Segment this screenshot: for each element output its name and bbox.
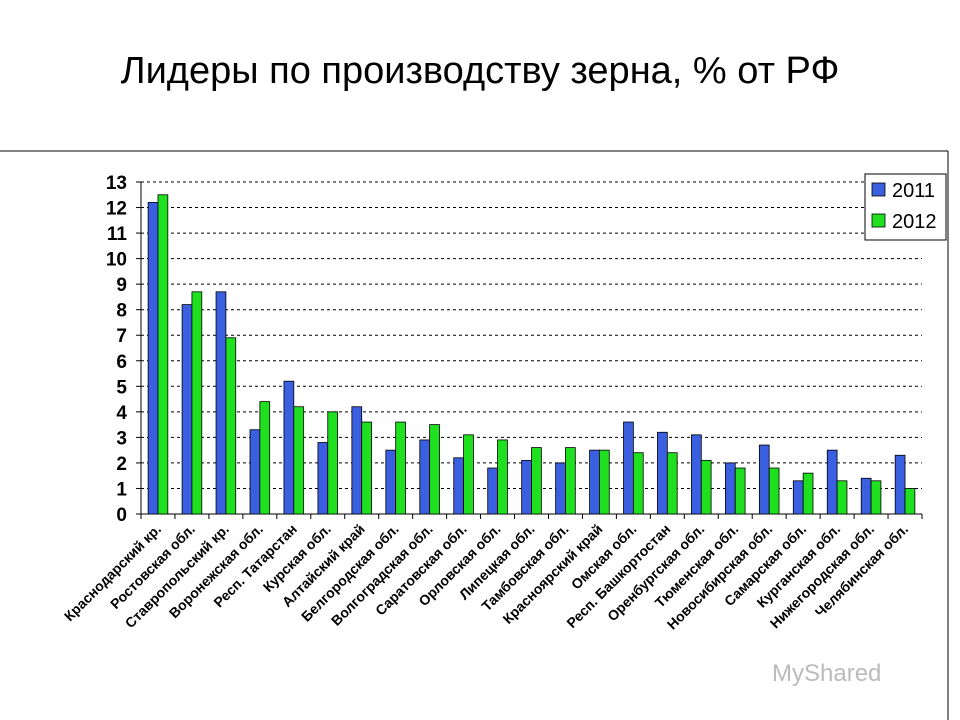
bar-2011 (351, 406, 363, 515)
legend-label: 2012 (892, 211, 937, 233)
bar-2012 (768, 467, 780, 515)
bar-2012 (327, 411, 339, 515)
bar-2011 (317, 442, 329, 515)
bar-2012 (836, 480, 848, 515)
y-tick-label: 1 (116, 479, 127, 500)
bar-2011 (147, 202, 159, 515)
bar-2011 (555, 462, 566, 515)
bar-2012 (632, 452, 644, 515)
bar-2011 (487, 467, 498, 515)
chart-title: Лидеры по производству зерна, % от РФ (120, 50, 840, 92)
bar-2011 (792, 480, 804, 515)
bar-2012 (293, 406, 305, 515)
bar-2011 (589, 449, 600, 515)
y-tick-label: 6 (116, 352, 127, 373)
bar-2011 (691, 434, 702, 515)
bar-2011 (724, 462, 736, 515)
y-tick-label: 0 (116, 505, 127, 526)
bar-2011 (181, 304, 193, 515)
bar-2011 (419, 439, 431, 515)
bar-2011 (826, 449, 838, 515)
bar-2012 (700, 459, 712, 515)
bar-2011 (249, 429, 261, 515)
y-tick-label: 8 (116, 301, 127, 322)
bar-2011 (657, 431, 668, 515)
bar-2011 (385, 449, 397, 515)
bar-2011 (453, 457, 464, 515)
bar-2011 (894, 454, 906, 515)
bar-2011 (521, 459, 532, 515)
bar-2012 (463, 434, 474, 515)
bar-2012 (157, 194, 169, 515)
bar-2012 (429, 424, 440, 515)
y-tick-label: 13 (106, 173, 127, 194)
bar-2012 (395, 421, 406, 515)
y-tick-label: 9 (116, 275, 127, 296)
y-tick-label: 3 (116, 428, 127, 449)
watermark-logo: MyShared (772, 660, 882, 687)
bar-2011 (623, 421, 634, 515)
y-tick-label: 2 (116, 454, 127, 475)
bar-2012 (259, 401, 271, 515)
bar-2012 (361, 421, 372, 515)
y-tick-label: 12 (106, 199, 127, 220)
bar-2011 (758, 444, 770, 515)
bar-2012 (191, 291, 203, 515)
y-tick-label: 5 (116, 377, 127, 398)
bar-2012 (497, 439, 508, 515)
bar-2011 (860, 477, 872, 515)
bar-2011 (283, 380, 295, 515)
y-tick-label: 7 (116, 326, 127, 347)
y-tick-label: 4 (116, 403, 127, 424)
bar-2012 (531, 447, 542, 515)
y-tick-label: 11 (107, 224, 128, 245)
bar-2012 (599, 449, 610, 515)
bar-2012 (666, 452, 678, 515)
bar-2012 (870, 480, 882, 515)
bar-2012 (225, 337, 237, 515)
legend-swatch-2011 (871, 182, 886, 197)
bar-2012 (904, 488, 916, 515)
bar-2011 (215, 291, 227, 515)
bar-2012 (734, 467, 746, 515)
bar-2012 (802, 472, 814, 515)
bar-2012 (565, 447, 576, 515)
legend-swatch-2012 (871, 213, 886, 228)
y-tick-label: 10 (106, 250, 127, 271)
legend-label: 2011 (892, 180, 935, 202)
